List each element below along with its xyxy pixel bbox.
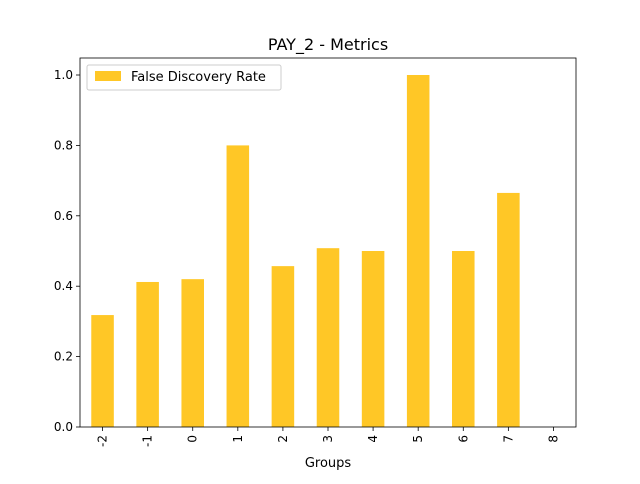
x-tick-label: 2 [276, 435, 290, 443]
x-tick-label: 8 [546, 435, 560, 443]
bar-7 [497, 192, 520, 427]
x-tick-label: 0 [186, 435, 200, 443]
y-tick-label: 0.4 [54, 279, 73, 293]
bar-1 [226, 145, 250, 427]
x-tick-label: 1 [231, 435, 245, 443]
plot-frame [79, 57, 577, 428]
legend-box [86, 64, 282, 91]
x-tick-label: 7 [501, 435, 515, 443]
legend-label: False Discovery Rate [131, 70, 266, 85]
x-tick-label: 4 [366, 435, 380, 443]
x-tick-label: -1 [141, 435, 155, 447]
bar-6 [452, 251, 475, 427]
y-tick-label: 0.8 [54, 138, 73, 152]
bar-0 [181, 279, 204, 427]
y-tick-label: 0.2 [54, 350, 73, 364]
bar-5 [406, 75, 430, 427]
bar-4 [361, 251, 385, 427]
x-tick-label: 3 [321, 435, 335, 443]
bar--1 [136, 281, 159, 427]
bar-3 [316, 248, 340, 427]
x-tick-label: -2 [96, 435, 110, 447]
y-tick-label: 0.0 [54, 420, 73, 434]
y-tick-label: 1.0 [54, 68, 73, 82]
bar--2 [91, 315, 114, 427]
y-tick-label: 0.6 [54, 209, 73, 223]
legend-swatch [95, 71, 121, 81]
x-axis-label: Groups [305, 456, 352, 471]
x-tick-label: 6 [456, 435, 470, 443]
bar-2 [271, 266, 295, 427]
x-tick-label: 5 [411, 435, 425, 443]
chart-title: PAY_2 - Metrics [268, 35, 388, 55]
legend: False Discovery Rate [86, 64, 282, 91]
